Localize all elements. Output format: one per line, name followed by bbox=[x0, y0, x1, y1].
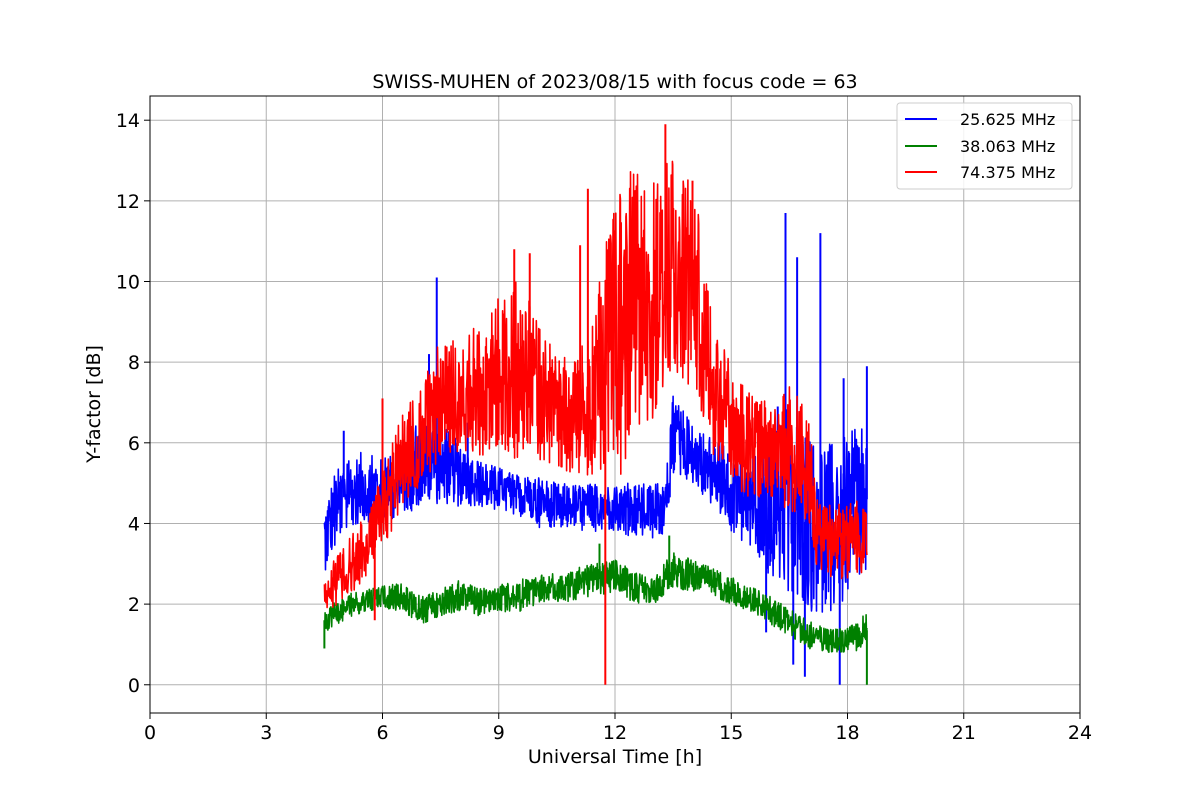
x-axis: 0 3 6 9 12 15 18 21 24 bbox=[144, 713, 1092, 744]
chart-title: SWISS-MUHEN of 2023/08/15 with focus cod… bbox=[372, 71, 857, 93]
y-axis: 0 2 4 6 8 10 12 14 bbox=[116, 110, 150, 697]
x-tick-label: 3 bbox=[260, 722, 272, 744]
y-tick-label: 0 bbox=[128, 675, 140, 697]
x-tick-label: 12 bbox=[603, 722, 627, 744]
legend-label-25mhz: 25.625 MHz bbox=[960, 110, 1055, 129]
series-38-063-mhz bbox=[323, 535, 868, 685]
series-trace bbox=[323, 160, 868, 609]
x-axis-title: Universal Time [h] bbox=[528, 746, 702, 768]
x-tick-label: 9 bbox=[493, 722, 505, 744]
legend-label-38mhz: 38.063 MHz bbox=[960, 137, 1055, 156]
x-tick-label: 0 bbox=[144, 722, 156, 744]
legend-box bbox=[896, 102, 1073, 190]
legend: 25.625 MHz 38.063 MHz 74.375 MHz bbox=[896, 102, 1073, 190]
y-tick-label: 10 bbox=[116, 272, 140, 294]
series-trace bbox=[323, 395, 868, 613]
y-tick-label: 12 bbox=[116, 191, 140, 213]
x-tick-label: 18 bbox=[835, 722, 859, 744]
legend-label-74mhz: 74.375 MHz bbox=[960, 163, 1055, 182]
series-74-375-mhz bbox=[323, 124, 868, 685]
y-tick-label: 6 bbox=[128, 433, 140, 455]
y-tick-label: 8 bbox=[128, 352, 140, 374]
y-tick-label: 4 bbox=[128, 513, 140, 535]
y-tick-label: 14 bbox=[116, 110, 140, 132]
x-tick-label: 6 bbox=[376, 722, 388, 744]
x-tick-label: 21 bbox=[952, 722, 976, 744]
plot-area bbox=[323, 124, 868, 685]
x-tick-label: 24 bbox=[1068, 722, 1092, 744]
series-trace bbox=[323, 552, 868, 653]
x-tick-label: 15 bbox=[719, 722, 743, 744]
y-tick-label: 2 bbox=[128, 594, 140, 616]
y-axis-title: Y-factor [dB] bbox=[83, 345, 105, 464]
